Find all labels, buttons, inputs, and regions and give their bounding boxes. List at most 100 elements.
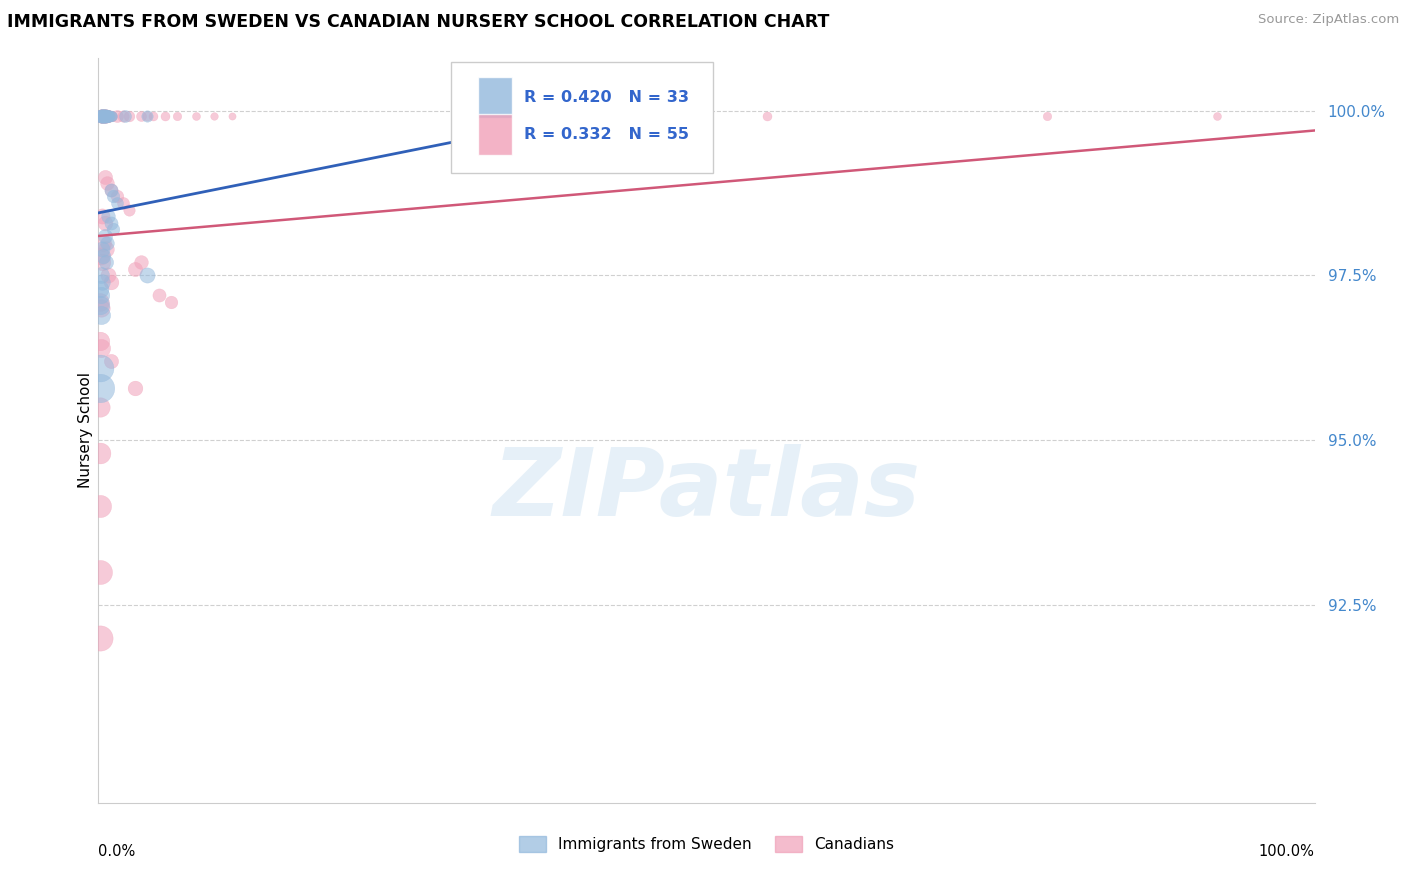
Point: [100, 216, 122, 230]
Point: [155, 109, 177, 123]
Point: [101, 222, 124, 236]
Point: [91, 109, 114, 123]
Point: [89, 446, 111, 460]
Point: [89, 499, 111, 513]
Point: [129, 109, 152, 123]
Point: [90, 109, 112, 123]
Point: [114, 109, 136, 123]
Point: [94, 255, 117, 269]
Point: [93, 109, 115, 123]
Point: [100, 183, 122, 197]
Point: [89, 631, 111, 645]
Point: [160, 294, 183, 309]
Point: [91, 249, 114, 263]
Text: 100.0%: 100.0%: [1258, 845, 1315, 859]
Text: Source: ZipAtlas.com: Source: ZipAtlas.com: [1258, 13, 1399, 27]
Point: [94, 109, 117, 123]
Point: [96, 235, 118, 250]
Point: [89, 401, 111, 415]
Point: [136, 109, 159, 123]
Point: [94, 242, 117, 256]
Point: [91, 242, 114, 256]
Point: [90, 288, 112, 302]
Point: [93, 216, 115, 230]
Point: [101, 109, 124, 123]
Y-axis label: Nursery School: Nursery School: [77, 372, 93, 489]
Point: [105, 109, 128, 123]
Point: [118, 202, 141, 217]
Point: [89, 109, 111, 123]
Point: [124, 261, 146, 276]
Point: [91, 235, 114, 250]
Point: [124, 380, 146, 394]
Point: [1206, 109, 1229, 123]
Point: [453, 109, 475, 123]
Point: [91, 255, 114, 269]
Point: [105, 189, 128, 203]
Point: [97, 109, 120, 123]
Point: [89, 282, 111, 296]
Legend: Immigrants from Sweden, Canadians: Immigrants from Sweden, Canadians: [512, 830, 901, 858]
Point: [100, 183, 122, 197]
Point: [148, 288, 170, 302]
Point: [89, 294, 111, 309]
Point: [142, 109, 165, 123]
Point: [100, 109, 122, 123]
Point: [91, 109, 114, 123]
Point: [100, 109, 122, 123]
Point: [90, 249, 112, 263]
Point: [89, 298, 111, 312]
Point: [111, 196, 134, 211]
Point: [118, 109, 141, 123]
Point: [100, 354, 122, 368]
Point: [96, 109, 118, 123]
Point: [91, 275, 114, 289]
Point: [93, 229, 115, 244]
Point: [97, 109, 120, 123]
Point: [90, 268, 112, 283]
Point: [90, 301, 112, 316]
Point: [105, 196, 128, 211]
Point: [136, 268, 159, 283]
Point: [96, 109, 118, 123]
Point: [184, 109, 207, 123]
Point: [90, 109, 112, 123]
Text: R = 0.332   N = 55: R = 0.332 N = 55: [524, 128, 689, 142]
Point: [756, 109, 779, 123]
Text: IMMIGRANTS FROM SWEDEN VS CANADIAN NURSERY SCHOOL CORRELATION CHART: IMMIGRANTS FROM SWEDEN VS CANADIAN NURSE…: [7, 13, 830, 31]
Point: [202, 109, 225, 123]
Point: [101, 109, 124, 123]
Point: [1036, 109, 1059, 123]
FancyBboxPatch shape: [478, 114, 512, 155]
Point: [90, 341, 112, 355]
Point: [94, 109, 117, 123]
Point: [111, 109, 134, 123]
Point: [91, 209, 114, 223]
Point: [97, 268, 120, 283]
Point: [166, 109, 188, 123]
Text: ZIPatlas: ZIPatlas: [492, 444, 921, 536]
Text: R = 0.420   N = 33: R = 0.420 N = 33: [524, 90, 689, 105]
Point: [91, 109, 114, 123]
FancyBboxPatch shape: [478, 77, 512, 118]
Point: [100, 275, 122, 289]
Point: [96, 176, 118, 190]
Point: [93, 169, 115, 184]
Point: [89, 109, 111, 123]
Point: [129, 255, 152, 269]
Point: [97, 209, 120, 223]
Point: [101, 189, 124, 203]
Point: [98, 109, 121, 123]
Point: [93, 109, 115, 123]
Point: [90, 308, 112, 322]
Point: [91, 109, 114, 123]
Point: [89, 380, 111, 394]
Point: [221, 109, 243, 123]
Point: [98, 109, 121, 123]
FancyBboxPatch shape: [451, 62, 713, 173]
Point: [89, 334, 111, 349]
Point: [136, 109, 159, 123]
Text: 0.0%: 0.0%: [98, 845, 135, 859]
Point: [89, 360, 111, 375]
Point: [89, 565, 111, 579]
